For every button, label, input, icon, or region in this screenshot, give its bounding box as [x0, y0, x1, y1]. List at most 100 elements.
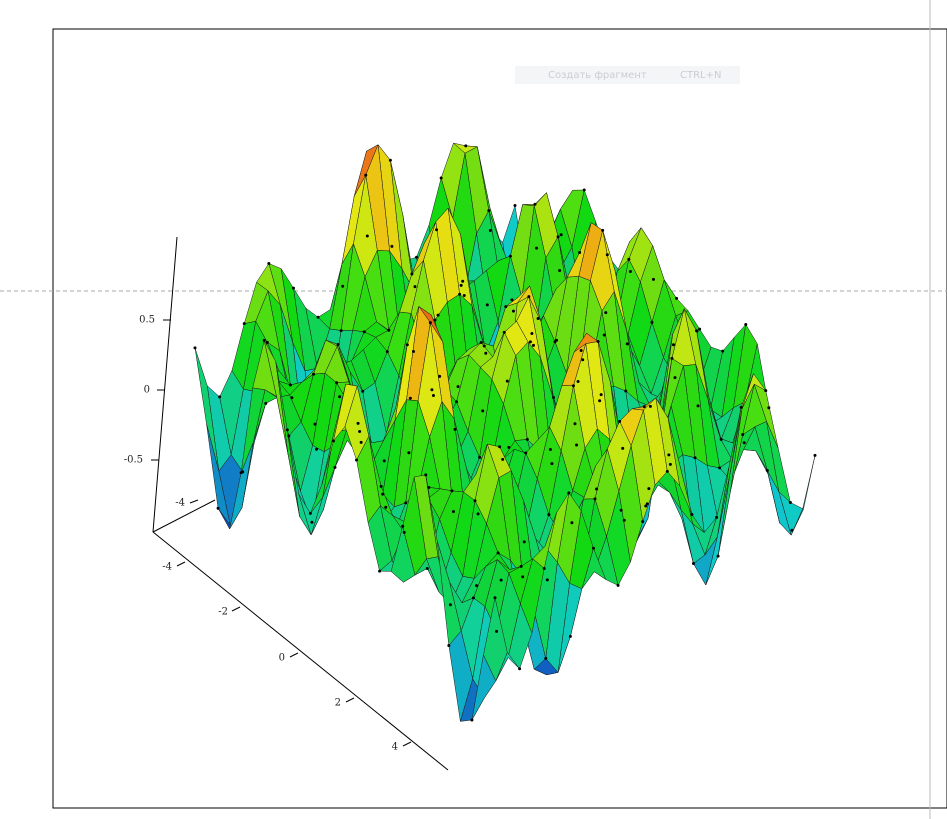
surface-node — [310, 520, 314, 524]
surface-node — [487, 209, 491, 213]
surface-node — [262, 338, 266, 342]
surface-node — [242, 322, 246, 326]
surface-node — [356, 421, 360, 425]
surface-node — [764, 389, 768, 393]
surface-node — [644, 504, 648, 508]
surface-node — [510, 298, 514, 302]
surface-node — [451, 510, 455, 514]
surface-node — [438, 374, 442, 378]
surface-node — [718, 466, 722, 470]
surface-node — [484, 351, 488, 355]
surface-node — [507, 445, 511, 449]
surface-node — [476, 512, 480, 516]
surface-node — [362, 330, 366, 334]
surface — [193, 142, 817, 722]
surface-node — [291, 286, 295, 290]
surface-node — [573, 422, 577, 426]
surface-node — [544, 656, 548, 660]
surface-node — [641, 520, 645, 524]
surface-node — [505, 379, 509, 383]
surface-node — [387, 328, 391, 332]
surface-node — [413, 285, 417, 289]
surface-node — [316, 315, 320, 319]
surface-node — [475, 584, 479, 588]
surface-node — [427, 485, 431, 489]
surface-node — [287, 434, 291, 438]
surface-node — [618, 419, 622, 423]
surface-node — [402, 530, 406, 534]
surface-node — [525, 437, 529, 441]
surface-node — [715, 515, 719, 519]
surface-node — [665, 469, 669, 473]
surface-node — [508, 254, 512, 258]
surface-node — [627, 257, 631, 261]
surface-node — [513, 204, 517, 208]
surface-node — [216, 506, 220, 510]
surface-node — [455, 400, 459, 404]
surface-node — [218, 395, 222, 399]
surface-node — [528, 340, 532, 344]
surface-node — [499, 578, 503, 582]
surface-node — [495, 629, 499, 633]
surface-node — [464, 144, 468, 148]
surface-node — [530, 332, 534, 336]
surface-node — [675, 296, 679, 300]
surface-node — [485, 303, 489, 307]
surface-node — [385, 350, 389, 354]
surface-node — [504, 305, 508, 309]
surface-node — [567, 491, 571, 495]
surface-node — [571, 384, 575, 388]
surface-node — [381, 492, 385, 496]
tick — [176, 561, 186, 567]
surface-node — [462, 293, 466, 297]
surface-node — [593, 497, 597, 501]
surface-node — [595, 487, 599, 491]
surface-node — [695, 329, 699, 333]
surface-node — [311, 372, 315, 376]
surface-node — [690, 513, 694, 517]
surface-node — [401, 524, 405, 528]
surface-node — [431, 394, 435, 398]
surface-node — [470, 718, 474, 722]
surface-node — [436, 313, 440, 317]
surface-node — [527, 295, 531, 299]
surface-node — [628, 269, 632, 273]
surface-node — [333, 465, 337, 469]
surface-node — [524, 451, 528, 455]
surface-node — [390, 244, 394, 248]
surface-node — [668, 462, 672, 466]
tick — [402, 741, 412, 747]
surface-node — [693, 456, 697, 460]
surface-node — [696, 404, 700, 408]
surface-node — [453, 427, 457, 431]
surface-node — [579, 348, 583, 352]
surface-node — [616, 583, 620, 587]
surface-node — [473, 499, 477, 503]
surface-node — [550, 462, 554, 466]
surface-node — [341, 284, 345, 288]
surface-node — [576, 379, 580, 383]
surface-node — [355, 458, 359, 462]
surface-node — [739, 405, 743, 409]
surface-node — [582, 188, 586, 192]
surface-node — [405, 343, 409, 347]
surface-node — [424, 473, 428, 477]
tick — [289, 652, 299, 658]
z-tick-label: 0.5 — [139, 315, 155, 326]
surface-node — [365, 234, 369, 238]
surface-node — [382, 459, 386, 463]
surface-node — [336, 342, 340, 346]
tooltip-command: Создать фрагмент — [548, 70, 647, 81]
surface-node — [450, 489, 454, 493]
surface-node — [716, 554, 720, 558]
surface-node — [364, 173, 368, 177]
surface-node — [645, 502, 649, 506]
surface-node — [493, 596, 497, 600]
surface-node — [601, 228, 605, 232]
tooltip — [515, 66, 740, 84]
surface-node — [379, 484, 383, 488]
surface-node — [408, 396, 412, 400]
surface-node — [308, 511, 312, 515]
surface-node — [551, 395, 555, 399]
